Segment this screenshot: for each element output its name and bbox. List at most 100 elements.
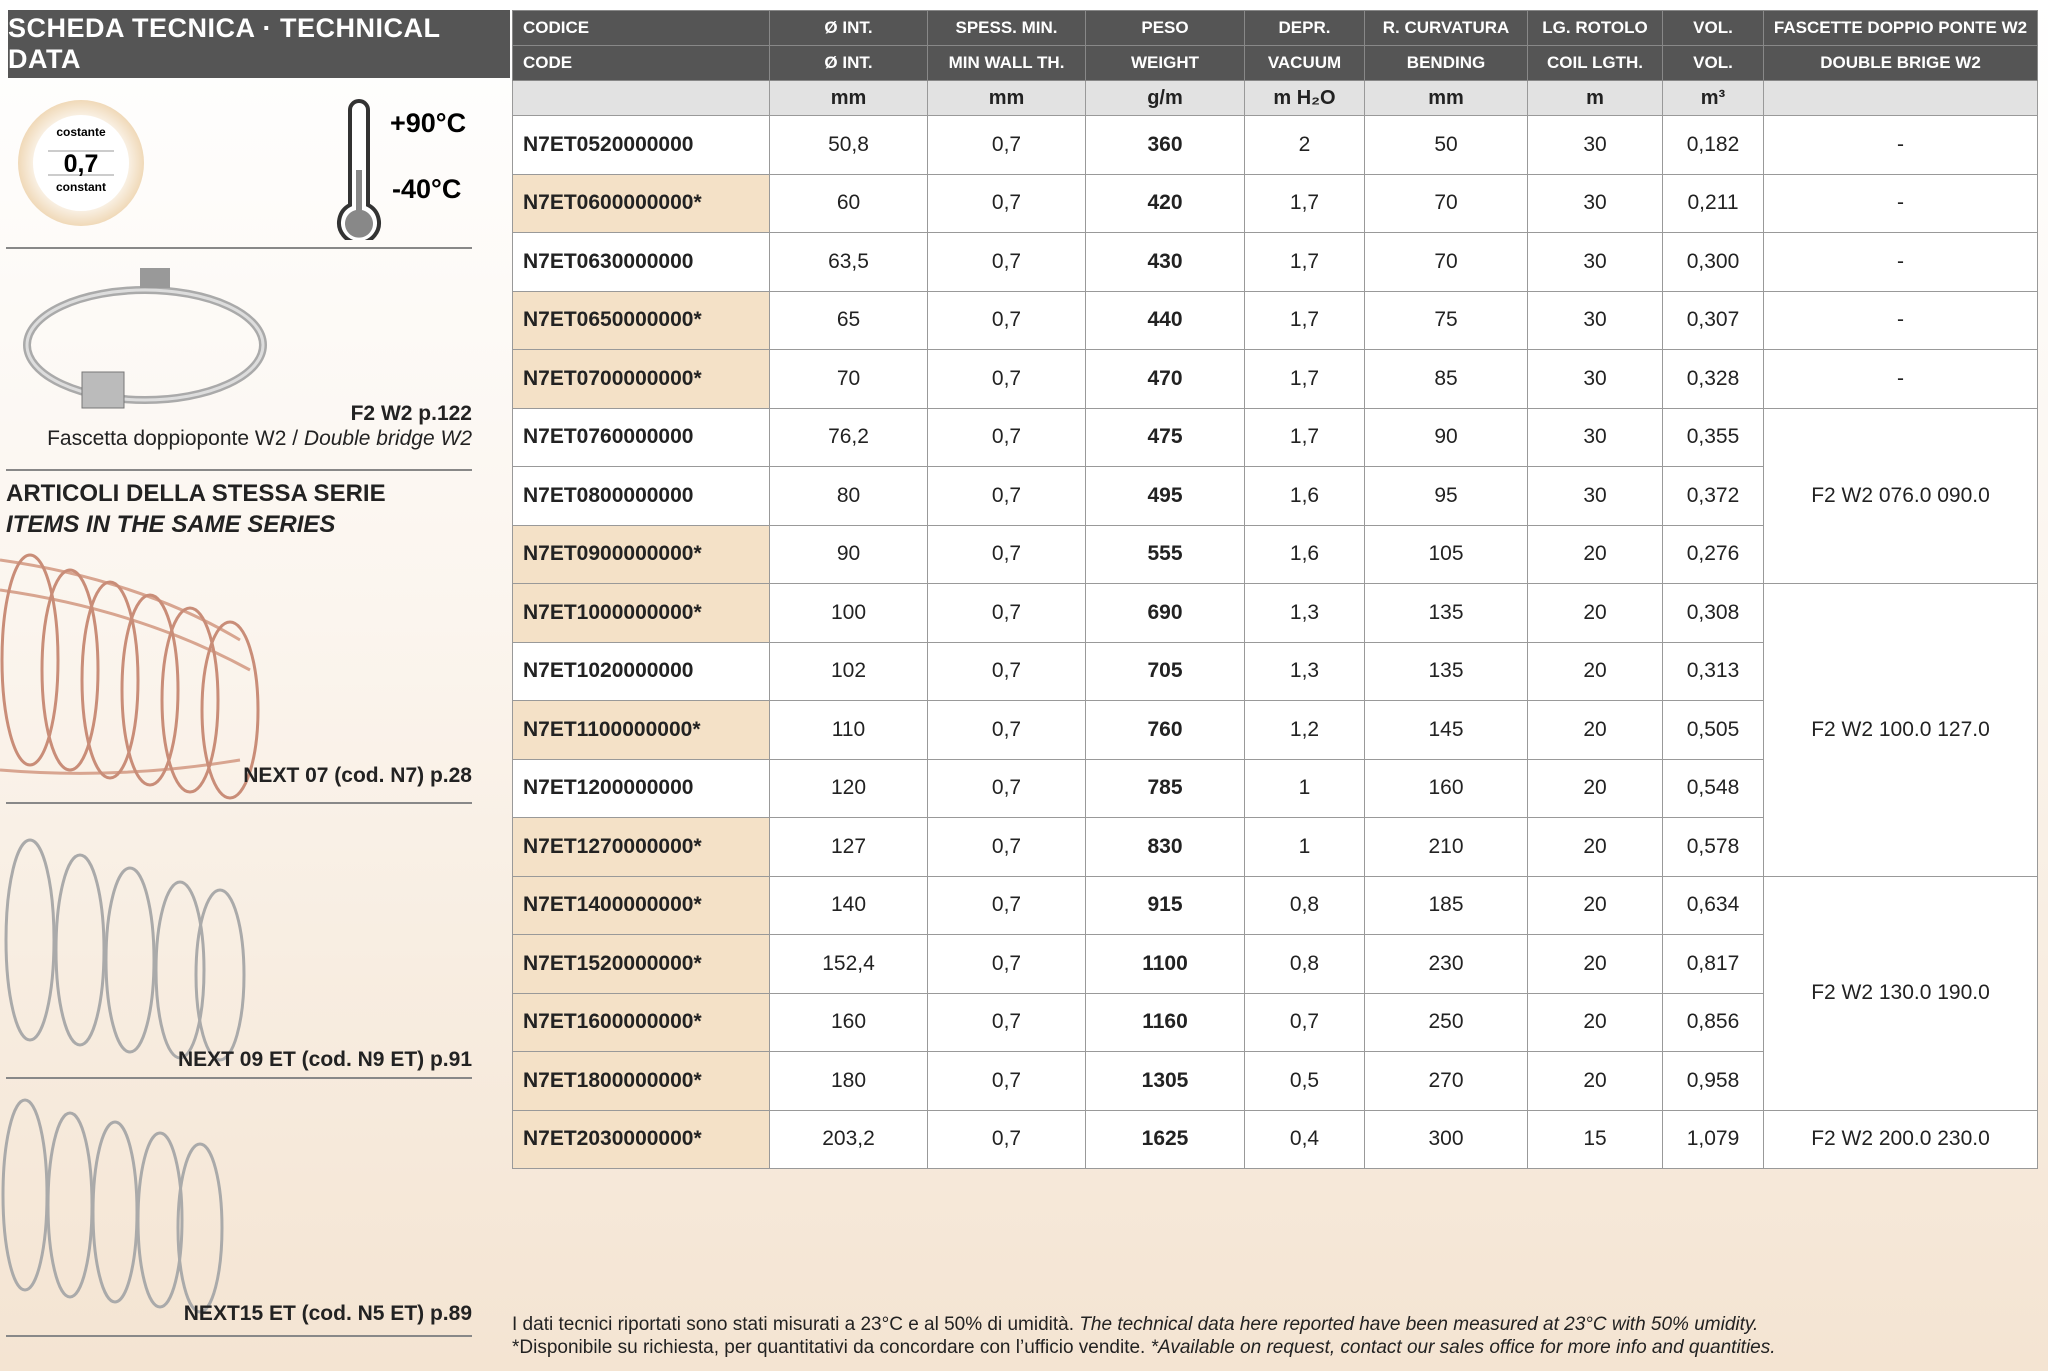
cell: 76,2 bbox=[769, 407, 928, 467]
data-row: N7ET0520000000 50,8 0,7 360 2 50 30 0,182- bbox=[512, 115, 2038, 175]
cell: 760 bbox=[1085, 700, 1245, 760]
cell: 140 bbox=[769, 875, 928, 935]
cell: 30 bbox=[1527, 173, 1663, 233]
cell: 180 bbox=[769, 1051, 928, 1111]
product-code: N7ET1020000000 bbox=[512, 641, 770, 701]
cell: 15 bbox=[1527, 1109, 1663, 1169]
data-row: N7ET0650000000* 65 0,7 440 1,7 75 30 0,307- bbox=[512, 290, 2038, 350]
data-row: N7ET0800000000 80 0,7 495 1,6 95 30 0,372 bbox=[512, 466, 2038, 526]
product-code: N7ET0800000000 bbox=[512, 466, 770, 526]
clamp-cell: F2 W2 100.0 127.0 bbox=[1763, 583, 2038, 877]
cell: 70 bbox=[1364, 173, 1528, 233]
data-row: N7ET0600000000* 60 0,7 420 1,7 70 30 0,211- bbox=[512, 173, 2038, 233]
data-row: N7ET1200000000 120 0,7 785 1 160 20 0,548 bbox=[512, 758, 2038, 818]
unit: m H₂O bbox=[1244, 80, 1365, 116]
cell: 0,308 bbox=[1662, 583, 1764, 643]
series-item: NEXT 07 (cod. N7) p.28 bbox=[243, 764, 472, 787]
cell: 30 bbox=[1527, 407, 1663, 467]
cell: 50,8 bbox=[769, 115, 928, 175]
data-row: N7ET1800000000* 180 0,7 1305 0,5 270 20 0,958 bbox=[512, 1051, 2038, 1111]
cell: 270 bbox=[1364, 1051, 1528, 1111]
cell: 0,7 bbox=[927, 115, 1086, 175]
cell: 430 bbox=[1085, 232, 1245, 292]
data-row: N7ET1100000000* 110 0,7 760 1,2 145 20 0,505 bbox=[512, 700, 2038, 760]
clamp-cell: - bbox=[1763, 290, 2038, 350]
product-code: N7ET1200000000 bbox=[512, 758, 770, 818]
product-code: N7ET1100000000* bbox=[512, 700, 770, 760]
cell: 20 bbox=[1527, 817, 1663, 877]
cell: 0,182 bbox=[1662, 115, 1764, 175]
cell: 0,7 bbox=[927, 1109, 1086, 1169]
cell: 75 bbox=[1364, 290, 1528, 350]
clamp-cell: F2 W2 130.0 190.0 bbox=[1763, 875, 2038, 1111]
cell: 70 bbox=[1364, 232, 1528, 292]
sidebar-icons: costante 0,7 constant +90°C -40°C bbox=[18, 99, 466, 240]
unit: m³ bbox=[1662, 80, 1764, 116]
cell: 0,211 bbox=[1662, 173, 1764, 233]
units-cell bbox=[1763, 80, 2038, 116]
cell: 105 bbox=[1364, 524, 1528, 584]
cell: 110 bbox=[769, 700, 928, 760]
cell: 0,307 bbox=[1662, 290, 1764, 350]
cell: 1305 bbox=[1085, 1051, 1245, 1111]
cell: 20 bbox=[1527, 992, 1663, 1052]
cell: 80 bbox=[769, 466, 928, 526]
data-row: N7ET0700000000* 70 0,7 470 1,7 85 30 0,328- bbox=[512, 349, 2038, 409]
badge-value: 0,7 bbox=[64, 150, 99, 178]
cell: 0,276 bbox=[1662, 524, 1764, 584]
cell: 830 bbox=[1085, 817, 1245, 877]
cell: 0,7 bbox=[927, 524, 1086, 584]
cell: 85 bbox=[1364, 349, 1528, 409]
column-header: VOL. bbox=[1662, 10, 1764, 46]
data-row: N7ET0900000000* 90 0,7 555 1,6 105 20 0,276 bbox=[512, 524, 2038, 584]
clamp-cell: - bbox=[1763, 232, 2038, 292]
cell: 0,7 bbox=[927, 583, 1086, 643]
product-code: N7ET0520000000 bbox=[512, 115, 770, 175]
cell: 20 bbox=[1527, 875, 1663, 935]
cell: 0,7 bbox=[927, 641, 1086, 701]
cell: 0,7 bbox=[927, 173, 1086, 233]
cell: 230 bbox=[1364, 934, 1528, 994]
footnote-it: I dati tecnici riportati sono stati misu… bbox=[512, 1314, 1075, 1335]
cell: 0,578 bbox=[1662, 817, 1764, 877]
clamp-cell: F2 W2 200.0 230.0 bbox=[1763, 1109, 2038, 1169]
cell: 0,7 bbox=[927, 934, 1086, 994]
cell: 160 bbox=[1364, 758, 1528, 818]
clamp-cell: F2 W2 076.0 090.0 bbox=[1763, 407, 2038, 584]
column-header: R. CURVATURA bbox=[1364, 10, 1528, 46]
cell: 1 bbox=[1244, 817, 1365, 877]
column-header: VOL. bbox=[1662, 45, 1764, 81]
cell: 0,7 bbox=[927, 232, 1086, 292]
cell: 0,958 bbox=[1662, 1051, 1764, 1111]
data-row: N7ET1600000000* 160 0,7 1160 0,7 250 20 0,856 bbox=[512, 992, 2038, 1052]
footnote-en: The technical data here reported have be… bbox=[1079, 1314, 1759, 1335]
cell: 0,355 bbox=[1662, 407, 1764, 467]
cell: 1,6 bbox=[1244, 466, 1365, 526]
data-row: N7ET2030000000* 203,2 0,7 1625 0,4 300 15 1,079… bbox=[512, 1109, 2038, 1169]
thermometer-fill bbox=[345, 170, 373, 238]
badge-bottom: constant bbox=[56, 180, 106, 194]
product-code: N7ET1520000000* bbox=[512, 934, 770, 994]
cell: 1625 bbox=[1085, 1109, 1245, 1169]
footnote-it: *Disponibile su richiesta, per quantitat… bbox=[512, 1337, 1146, 1358]
column-header: VACUUM bbox=[1244, 45, 1365, 81]
cell: 20 bbox=[1527, 583, 1663, 643]
unit: m bbox=[1527, 80, 1663, 116]
clamp-cell: - bbox=[1763, 173, 2038, 233]
header-row: CODICE Ø INT. SPESS. MIN. PESO DEPR. R. CURVA… bbox=[512, 10, 2038, 46]
cell: 1,079 bbox=[1662, 1109, 1764, 1169]
column-header: PESO bbox=[1085, 10, 1245, 46]
data-row: N7ET1000000000* 100 0,7 690 1,3 135 20 0,308 F2 … bbox=[512, 583, 2038, 877]
column-header: CODICE bbox=[512, 10, 770, 46]
technical-table: CODICE Ø INT. SPESS. MIN. PESO DEPR. R. CURVA… bbox=[512, 10, 2038, 1169]
cell: 95 bbox=[1364, 466, 1528, 526]
cell: 360 bbox=[1085, 115, 1245, 175]
cell: 0,328 bbox=[1662, 349, 1764, 409]
series-title-en: ITEMS IN THE SAME SERIES bbox=[6, 511, 336, 538]
hose-images bbox=[0, 553, 260, 1314]
footnote: I dati tecnici riportati sono stati misu… bbox=[512, 1314, 1758, 1336]
cell: 0,505 bbox=[1662, 700, 1764, 760]
product-code: N7ET0630000000 bbox=[512, 232, 770, 292]
units-cell bbox=[512, 80, 770, 116]
cell: 1,7 bbox=[1244, 349, 1365, 409]
